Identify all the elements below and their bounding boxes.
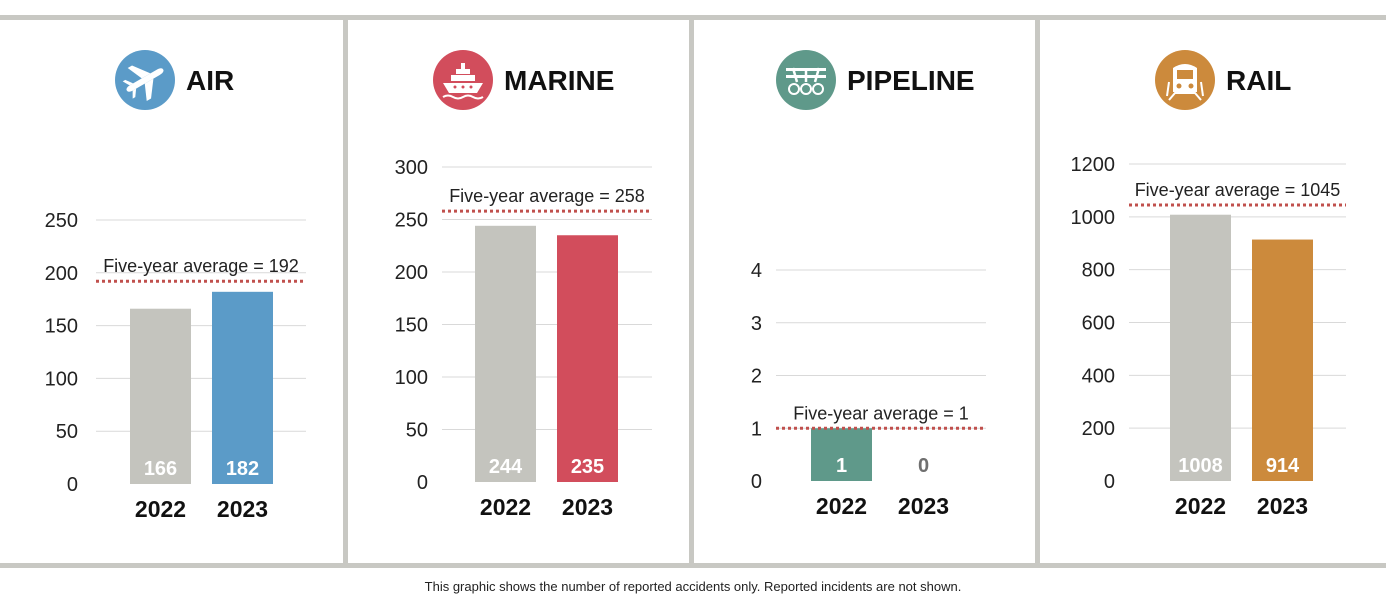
x-category-label: 2023: [217, 496, 268, 522]
bar-2022: [811, 428, 872, 481]
panel-divider: [343, 18, 348, 565]
air-chart: AIR 0 50 100 150 200 250 166 2022 182 2023 Five-yea…: [45, 50, 306, 522]
average-label: Five-year average = 192: [103, 256, 299, 276]
chart-title: AIR: [186, 65, 234, 96]
bar-2023: [557, 235, 618, 482]
y-tick-label: 250: [45, 210, 78, 232]
y-tick-label: 0: [417, 472, 428, 494]
bar-value-label: 244: [489, 456, 523, 478]
footnote: This graphic shows the number of reporte…: [424, 579, 962, 594]
bar-2022: [475, 225, 536, 483]
bar-2023: [212, 291, 273, 484]
bar-2023: [1252, 239, 1313, 481]
marine-panel: MARINE 0 50 100 150 200 250 300 244 2022 235 2023 Fi…: [348, 20, 689, 563]
panel-divider: [689, 18, 694, 565]
y-tick-label: 250: [395, 210, 428, 232]
y-tick-label: 3: [751, 313, 762, 335]
y-tick-label: 200: [45, 263, 78, 285]
average-label: Five-year average = 1045: [1135, 180, 1341, 200]
x-category-label: 2023: [562, 494, 613, 520]
bar-2022: [1170, 214, 1231, 481]
y-tick-label: 100: [45, 368, 78, 390]
panel-divider: [1035, 18, 1040, 565]
x-category-label: 2022: [135, 496, 186, 522]
x-category-label: 2023: [1257, 493, 1308, 519]
bar-value-label: 914: [1266, 455, 1300, 477]
average-label: Five-year average = 1: [793, 403, 969, 423]
air-panel: AIR 0 50 100 150 200 250 166 2022 182 2023 Five-yea…: [0, 20, 343, 563]
chart-title: MARINE: [504, 65, 614, 96]
chart-title: RAIL: [1226, 65, 1291, 96]
bar-value-label: 0: [918, 455, 929, 477]
chart-title: PIPELINE: [847, 65, 975, 96]
bar-value-label: 166: [144, 458, 177, 480]
y-tick-label: 1: [751, 418, 762, 440]
frame-bottom-border: [0, 563, 1386, 568]
y-tick-label: 50: [406, 420, 428, 442]
x-category-label: 2022: [816, 493, 867, 519]
x-category-label: 2022: [480, 494, 531, 520]
y-tick-label: 0: [751, 471, 762, 493]
y-tick-label: 200: [395, 262, 428, 284]
x-category-label: 2023: [898, 493, 949, 519]
y-tick-label: 150: [395, 315, 428, 337]
average-label: Five-year average = 258: [449, 186, 645, 206]
rail-chart: RAIL 0 200 400 600 800 1000 1200 1008 2022 914 2023…: [1071, 50, 1346, 519]
marine-chart: MARINE 0 50 100 150 200 250 300 244 2022 235 2023 Fi…: [395, 50, 652, 520]
rail-panel: RAIL 0 200 400 600 800 1000 1200 1008 2022 914 2023…: [1040, 20, 1386, 563]
pipeline-chart: PIPELINE 0 1 2 3 4 1 2022 0 2023 Five-year average…: [751, 50, 986, 519]
pipeline-icon: [776, 50, 836, 110]
airplane-icon: [115, 50, 175, 110]
bar-value-label: 1: [836, 455, 847, 477]
train-icon: [1155, 50, 1215, 110]
y-tick-label: 0: [67, 474, 78, 496]
frame-top-border: [0, 15, 1386, 20]
y-tick-label: 800: [1082, 260, 1115, 282]
x-category-label: 2022: [1175, 493, 1226, 519]
bar-value-label: 235: [571, 456, 604, 478]
y-tick-label: 150: [45, 316, 78, 338]
y-tick-label: 2: [751, 366, 762, 388]
y-tick-label: 100: [395, 367, 428, 389]
ship-icon: [433, 50, 493, 110]
y-tick-label: 200: [1082, 418, 1115, 440]
y-tick-label: 300: [395, 157, 428, 179]
y-tick-label: 50: [56, 421, 78, 443]
bar-value-label: 182: [226, 458, 259, 480]
bar-2022: [130, 308, 191, 484]
bar-value-label: 1008: [1178, 455, 1223, 477]
y-tick-label: 0: [1104, 471, 1115, 493]
y-tick-label: 400: [1082, 365, 1115, 387]
y-tick-label: 1000: [1071, 207, 1116, 229]
y-tick-label: 1200: [1071, 154, 1116, 176]
y-tick-label: 4: [751, 260, 762, 282]
y-tick-label: 600: [1082, 313, 1115, 335]
pipeline-panel: PIPELINE 0 1 2 3 4 1 2022 0 2023 Five-year average…: [694, 20, 1035, 563]
